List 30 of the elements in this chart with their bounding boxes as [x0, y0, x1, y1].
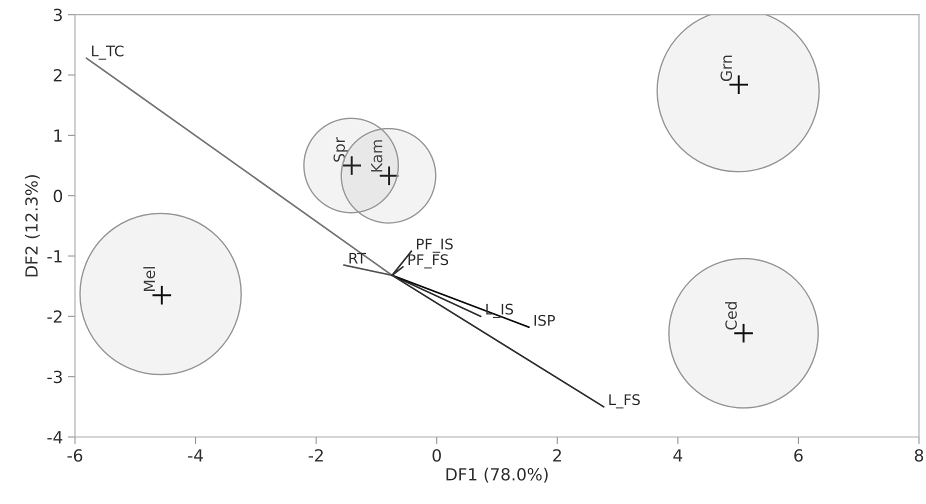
series-label: ISP: [534, 314, 555, 326]
series-label: RT: [349, 252, 366, 264]
x-tick-label: 6: [794, 449, 803, 462]
y-tick-label: 3: [54, 8, 62, 22]
series-label: L_IS: [486, 304, 514, 318]
x-tick-label: -6: [68, 449, 82, 462]
series-label: PF_FS: [408, 254, 448, 268]
annotation: Kam: [371, 140, 382, 172]
x-tick-label: -2: [308, 449, 323, 462]
annotation: Grn: [720, 56, 732, 82]
y-tick-label: -4: [47, 431, 62, 444]
y-tick-label: -1: [47, 250, 62, 262]
y-tick-label: 0: [54, 190, 62, 202]
x-tick-label: 4: [673, 449, 682, 462]
y-tick-label: -2: [47, 310, 62, 323]
y-tick-label: 1: [54, 130, 62, 142]
y-axis-title: DF2 (12.3%): [24, 175, 40, 276]
annotation: Ced: [725, 302, 737, 330]
x-tick-label: 8: [914, 449, 924, 462]
y-tick-label: -3: [47, 370, 62, 384]
series-label: L_FS: [609, 394, 640, 408]
series-label: PF_IS: [416, 238, 453, 253]
series-label: L_TC: [92, 45, 124, 60]
annotation: Mel: [143, 267, 156, 291]
annotation: Spr: [333, 137, 348, 162]
x-tick-label: -4: [188, 449, 203, 462]
x-tick-label: 2: [553, 449, 561, 462]
x-axis-title: DF1 (78.0%): [446, 468, 548, 483]
x-tick-label: 0: [432, 449, 441, 462]
y-tick-label: 2: [54, 68, 62, 82]
